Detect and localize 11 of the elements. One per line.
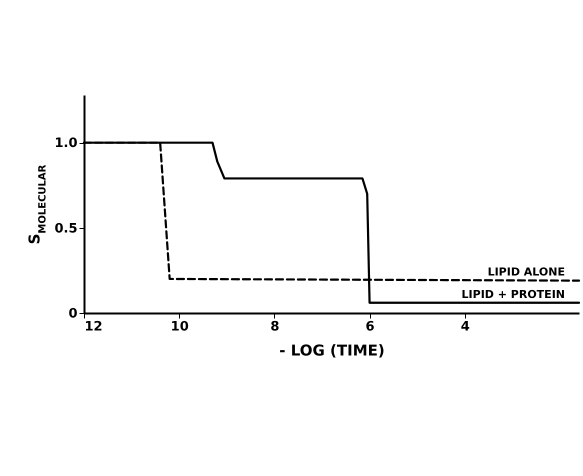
y-tick-label: 0	[68, 306, 78, 322]
x-tick-label: 4	[460, 320, 470, 334]
x-tick-label: 6	[366, 320, 375, 334]
x-axis-title: - LOG (TIME)	[279, 342, 385, 360]
x-tick-label: 10	[170, 320, 189, 334]
series-label: LIPID + PROTEIN	[462, 288, 565, 301]
x-tick-label: 8	[270, 320, 280, 334]
y-tick-label: 0.5	[54, 221, 78, 236]
series-label: LIPID ALONE	[488, 266, 565, 279]
x-tick-label: 12	[84, 320, 103, 334]
y-tick-label: 1.0	[54, 136, 78, 152]
